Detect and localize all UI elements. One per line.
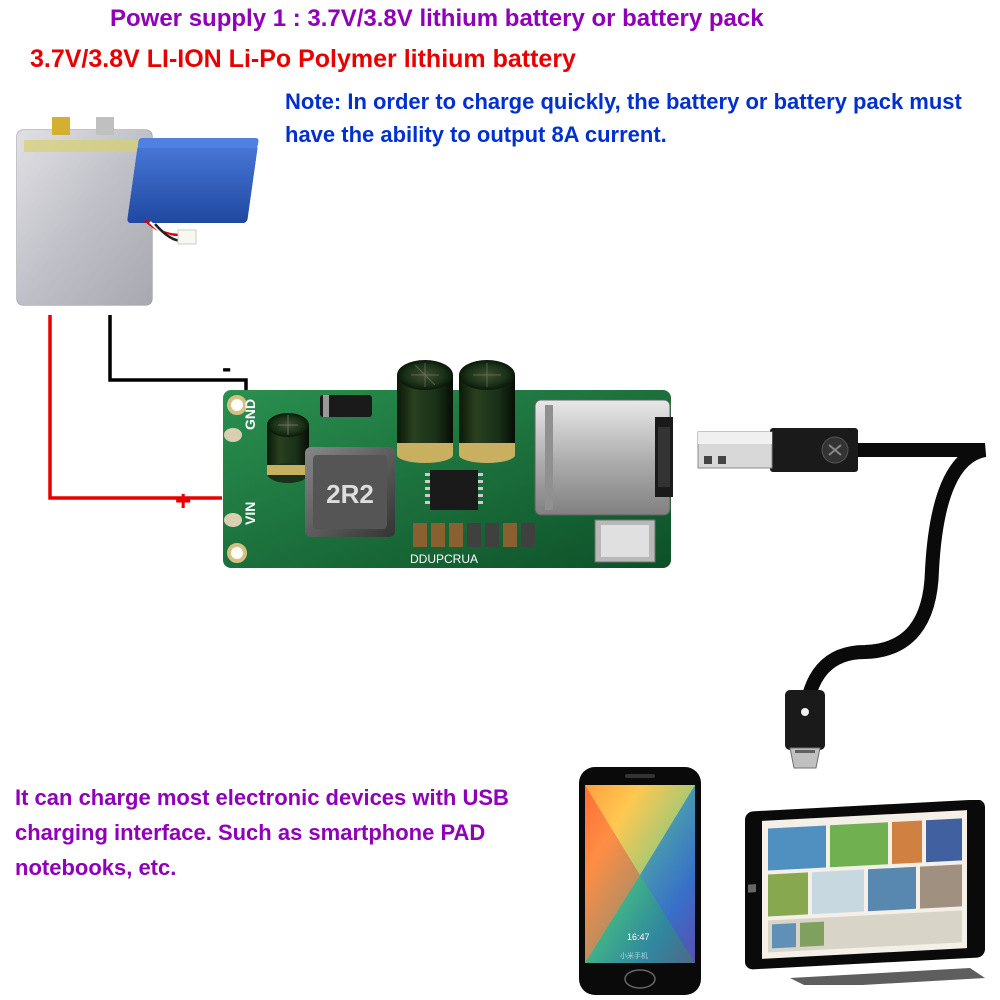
svg-text:小米手机: 小米手机	[620, 951, 648, 960]
battery-pack-icon	[120, 130, 280, 250]
smartphone-icon: 16:47 小米手机	[575, 765, 705, 997]
subtitle: 3.7V/3.8V LI-ION Li-Po Polymer lithium b…	[30, 45, 576, 74]
svg-text:VIN: VIN	[242, 502, 258, 525]
svg-text:DDUPCRUA: DDUPCRUA	[410, 552, 478, 566]
usb-cable-icon	[680, 390, 1000, 770]
note-text: Note: In order to charge quickly, the ba…	[285, 85, 965, 151]
svg-text:16:47: 16:47	[627, 932, 650, 942]
polarity-plus: +	[175, 485, 191, 517]
bottom-note: It can charge most electronic devices wi…	[15, 780, 565, 886]
svg-text:GND: GND	[242, 399, 258, 430]
page-title: Power supply 1 : 3.7V/3.8V lithium batte…	[110, 5, 764, 33]
tablet-icon	[740, 800, 995, 985]
pcb-board-icon: GND VIN 2R2 DDUPCRUA	[215, 355, 680, 580]
svg-text:2R2: 2R2	[326, 479, 374, 509]
